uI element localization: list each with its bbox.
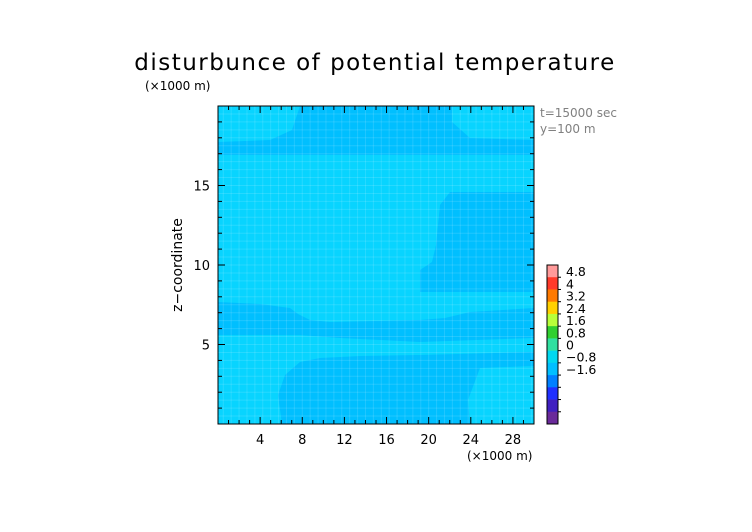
colorbar-level-label: 3.2 [566,289,586,304]
y-tick-label: 10 [193,259,210,274]
colorbar: 4.843.22.41.60.80−0.8−1.6 [546,264,596,425]
y-position-info: y=100 m [540,122,596,136]
colorbar-level-label: −0.8 [566,350,596,365]
field-region-top-right [452,106,534,140]
x-axis-unit: (×1000 m) [467,449,532,463]
grid-lines [218,106,534,424]
colorbar-swatch [547,277,558,290]
x-tick-label: 12 [336,433,353,448]
colorbar-swatch [547,338,558,351]
x-axis: 4 8 12 16 20 24 28 [228,106,524,448]
colorbar-swatch [547,375,558,388]
x-tick-label: 4 [256,433,264,448]
x-tick-label: 28 [505,433,522,448]
colorbar-level-label: −1.6 [566,362,596,377]
y-tick-label: 15 [193,180,210,195]
colorbar-level-label: 0 [566,338,574,353]
colorbar-swatch [547,326,558,339]
colorbar-swatch [547,313,558,327]
colorbar-swatch [547,362,558,376]
x-tick-label: 20 [420,433,437,448]
heatmap-field [218,106,534,424]
y-tick-label: 5 [202,339,210,354]
field-region-lower-band [218,335,534,424]
colorbar-level-label: 2.4 [566,301,586,316]
field-region-top-left [218,106,300,142]
chart-title: disturbunce of potential temperature [134,50,616,76]
x-tick-label: 16 [378,433,395,448]
field-region-core [218,155,534,322]
time-info: t=15000 sec [540,106,617,120]
colorbar-swatch [547,265,558,278]
colorbar-level-label: 4.8 [566,264,586,279]
colorbar-swatch [547,411,558,425]
colorbar-swatch [547,289,558,302]
y-axis: 5 10 15 [193,121,534,409]
colorbar-swatch [547,301,558,315]
colorbar-swatch [547,387,558,400]
y-axis-label: z−coordinate [170,218,186,312]
colorbar-level-label: 4 [566,276,574,291]
x-tick-label: 8 [298,433,306,448]
y-axis-unit: (×1000 m) [145,79,210,93]
field-region-bottom-right [468,366,534,424]
colorbar-swatch [547,399,558,413]
x-tick-label: 24 [463,433,480,448]
colorbar-frame [546,264,559,425]
colorbar-level-label: 0.8 [566,325,586,340]
colorbar-swatch [547,350,558,364]
colorbar-level-label: 1.6 [566,313,586,328]
